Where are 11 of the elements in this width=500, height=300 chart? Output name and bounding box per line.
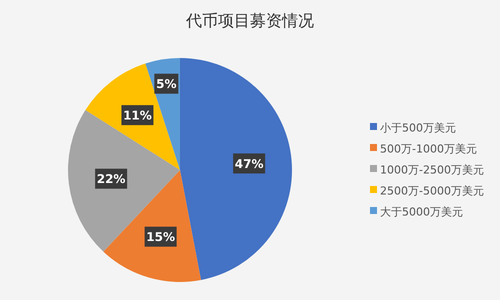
legend-label: 小于500万美元 — [380, 122, 456, 134]
data-label: 47% — [234, 156, 264, 171]
data-label: 15% — [146, 230, 175, 244]
legend-label: 2500万-5000万美元 — [380, 184, 484, 198]
legend-label: 1000万-2500万美元 — [380, 164, 484, 176]
data-label: 11% — [123, 108, 152, 123]
data-label: 22% — [96, 172, 126, 186]
chart-title: 代币项目募资情况 — [185, 11, 314, 30]
data-label: 5% — [156, 77, 177, 92]
legend-label: 500万-1000万美元 — [380, 142, 477, 156]
legend-label: 大于5000万美元 — [380, 206, 463, 218]
